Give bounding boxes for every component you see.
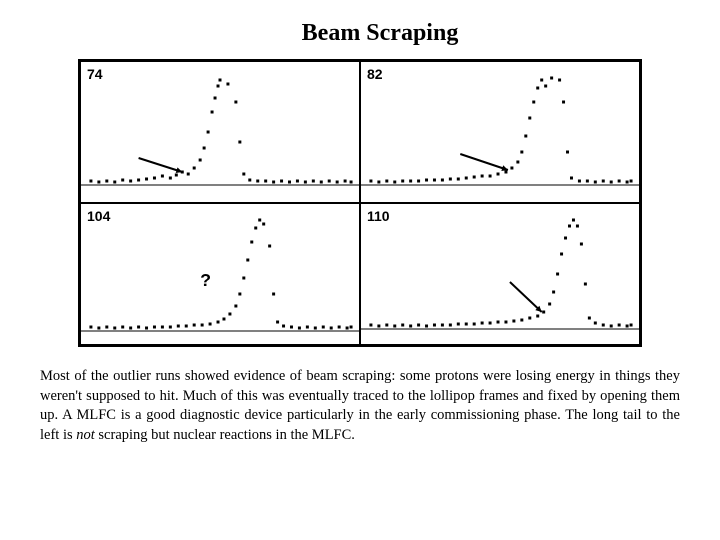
caption-text-2: scraping but nuclear reactions in the ML… <box>95 427 355 443</box>
scatter-110 <box>361 204 639 344</box>
scatter-74 <box>81 62 359 202</box>
panel-104: 104 ? <box>80 203 360 345</box>
panel-label: 104 <box>87 208 110 224</box>
scatter-104: ? <box>81 204 359 344</box>
caption-not: not <box>76 427 95 443</box>
page-title: Beam Scraping <box>80 20 680 47</box>
caption: Most of the outlier runs showed evidence… <box>40 367 680 445</box>
panel-label: 82 <box>367 66 383 82</box>
scatter-82 <box>361 62 639 202</box>
panel-label: 110 <box>367 208 390 224</box>
panel-label: 74 <box>87 66 103 82</box>
panel-74: 74 <box>80 61 360 203</box>
panel-110: 110 <box>360 203 640 345</box>
panel-82: 82 <box>360 61 640 203</box>
svg-text:?: ? <box>200 270 211 290</box>
panel-grid: 74 82 104 ? 110 <box>78 59 642 347</box>
